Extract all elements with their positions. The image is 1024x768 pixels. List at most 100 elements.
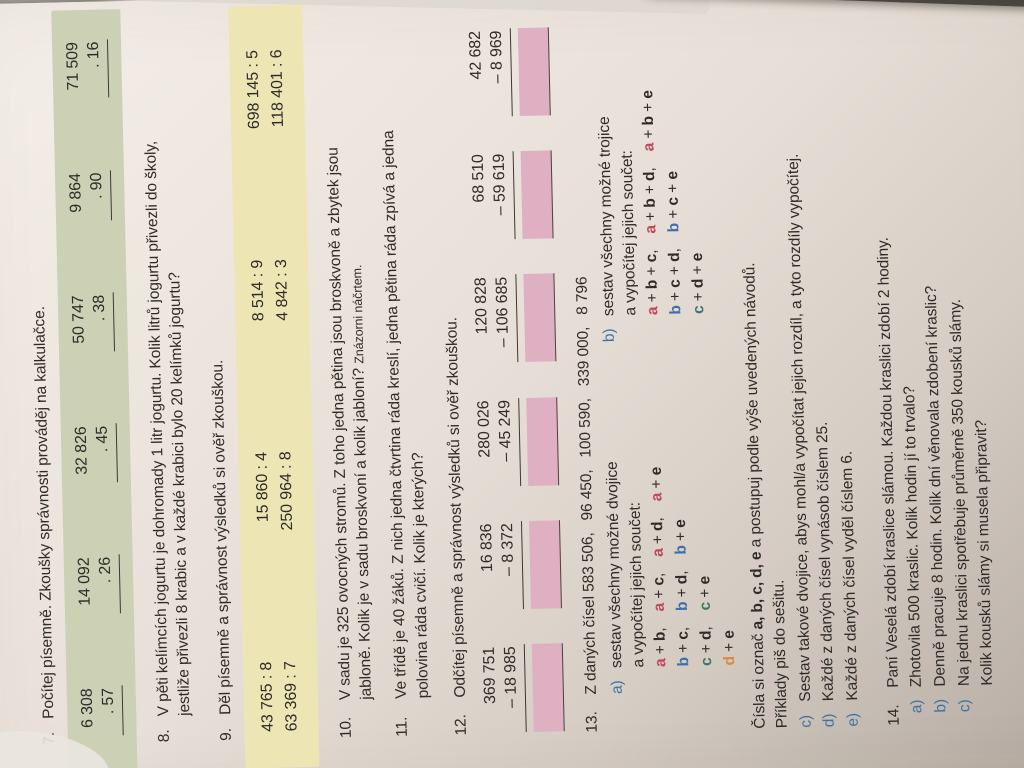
division-problem: 250 964 : 8 [277,451,296,531]
subtraction-rows: 120 828– 106 685 [470,274,519,364]
expression: b + d, [673,570,692,612]
task-heading-text: Odčítej písemně a správnost výsledků si … [442,316,469,698]
expression: a + b, [651,627,670,668]
expression: b + c, [674,626,693,667]
block-a-expressions: a + b, a + c, a + d, a + e b + c, b + d, b + e… [642,339,742,693]
subtraction-rows: 280 026– 45 249 [473,397,522,487]
task-8: 8.V pěti kelímcích jogurtu je dohromady … [137,28,197,743]
minuend: 280 026 [475,400,494,458]
subtrahend: – 45 249 [496,399,515,462]
block-b-expressions: a + b + c, a + b + d, a + b + e b + c + d, b… [635,16,711,341]
minuend: 120 828 [472,277,491,335]
task-number: 8. [155,729,173,743]
expression: d + e [720,629,739,666]
answer-bar [520,150,554,240]
note-text: Čísla si označ [749,629,769,729]
multiplier: . 26 [96,556,114,584]
expression: c + d + e [689,252,708,315]
task-13-block-b: b)sestav všechny možné trojice a vypočít… [591,15,734,342]
subtraction-column: 280 026– 45 249 [473,396,560,487]
subtraction-exercise-row: 369 751– 18 985 16 836– 8 372 280 026– 45 … [464,19,565,735]
subtraction-column: 369 751– 18 985 [478,643,565,734]
multiplication-exercise-box: 6 308. 57 14 092. 26 32 826. 45 50 747. 38 9… [50,9,138,768]
answer-bar [526,396,560,486]
subtrahend: – 106 685 [493,276,513,348]
division-problem: 15 860 : 4 [253,451,272,523]
multiplier: . 16 [84,41,103,69]
expression: a + c, [650,572,669,612]
item-marker-e: e) [844,712,862,727]
subtraction-rows: 68 510– 59 619 [467,151,516,241]
multiplication-column: 14 092. 26 [73,554,121,615]
division-problem: 118 401 : 6 [267,49,287,128]
task-number: 14. [884,704,903,726]
subtrahend: – 18 985 [502,646,521,709]
expression: a + b + e [639,90,658,152]
item-text: Zhotovila 500 kraslic. Kolik hodin jí to… [901,386,926,688]
task-text: jabloně. Kolik je v sadu broskvoní a kol… [350,367,376,700]
task-7: 7.Počítej písemně. Zkoušky správnosti pr… [23,9,138,768]
subtraction-column: 68 510– 59 619 [467,150,554,241]
multiplication-rows: 32 826. 45 [70,423,118,484]
task-number: 11. [393,716,411,738]
expression: c + d, [697,626,716,667]
task-heading-text: Počítej písemně. Zkoušky správnosti prov… [30,305,58,720]
multiplication-column: 9 864. 90 [64,170,112,221]
subtraction-column: 120 828– 106 685 [470,273,557,364]
multiplicand: 71 509 [63,42,82,91]
multiplier: . 90 [87,172,106,200]
minuend: 42 682 [467,30,486,80]
minuend: 16 836 [478,523,497,573]
multiplication-rows: 14 092. 26 [73,554,121,615]
task-13-block-a: a)sestav všechny možné dvojice a vypočít… [599,339,742,694]
division-column: 15 860 : 4 250 964 : 8 [250,451,300,531]
task-11: 11.Ve třídě je 40 žáků. Z nich jedna čtv… [376,22,436,737]
task-number: 12. [451,714,470,736]
item-marker-a: a) [908,699,926,714]
subtrahend: – 8 372 [499,523,518,577]
division-column: 698 145 : 5 118 401 : 6 [241,49,291,129]
subtraction-column: 42 682– 8 969 [464,27,551,118]
multiplier: . 45 [93,425,111,453]
item-marker-b: b) [600,328,618,343]
division-problem: 43 765 : 8 [257,661,277,733]
item-marker-c: c) [955,699,974,713]
multiplication-column: 71 509. 16 [61,39,109,99]
expression: a + d, [649,517,668,558]
subtraction-column: 16 836– 8 372 [476,520,563,610]
division-problem: 698 145 : 5 [243,49,263,130]
subtraction-rows: 42 682– 8 969 [464,28,513,118]
item-marker-d: d) [820,713,839,728]
multiplicand: 6 308 [78,688,97,729]
block-b-intro-text: sestav všechny možné trojice [595,116,618,317]
expression: b + e [672,519,691,555]
division-problem: 4 842 : 3 [272,259,292,321]
task-heading-text: Z daných čísel 583 506, 96 450, 100 590,… [573,276,601,695]
task-14: 14.Paní Veselá zdobí kraslice slámou. Ka… [867,9,1000,726]
item-text: Každé z daných čísel vyděl číslem 6. [838,450,862,701]
block-a-intro-text: sestav všechny možné dvojice [603,461,626,669]
item-text: Na jednu kraslici spotřebuje průměrně 35… [946,298,973,687]
multiplicand: 14 092 [75,557,94,606]
item-marker-a: a) [608,680,626,695]
multiplication-rows: 71 509. 16 [61,39,109,99]
answer-bar [529,520,563,609]
subtraction-rows: 16 836– 8 372 [476,520,525,610]
expression: a + b + d, [641,167,660,234]
item-text: Každé z daných čísel vynásob číslem 25. [814,421,838,702]
division-problem: 8 514 : 9 [248,259,268,322]
answer-bar [523,273,557,363]
task-9: 9. Děl písemně a správnost výsledků si ov… [200,4,320,768]
minuend: 68 510 [469,154,488,203]
item-marker-b: b) [932,698,950,713]
multiplication-rows: 50 747. 38 [67,292,115,352]
division-column: 43 765 : 8 63 369 : 7 [255,661,305,732]
item-text: Kolik kousků slámy si musela připravit? [973,419,997,686]
expression: a + b + c, [643,249,662,316]
multiplicand: 50 747 [69,295,88,344]
multiplicand: 9 864 [66,173,85,213]
expression: b + c + d, [666,248,685,315]
answer-bar [531,643,565,732]
multiplication-column: 32 826. 45 [70,423,118,484]
